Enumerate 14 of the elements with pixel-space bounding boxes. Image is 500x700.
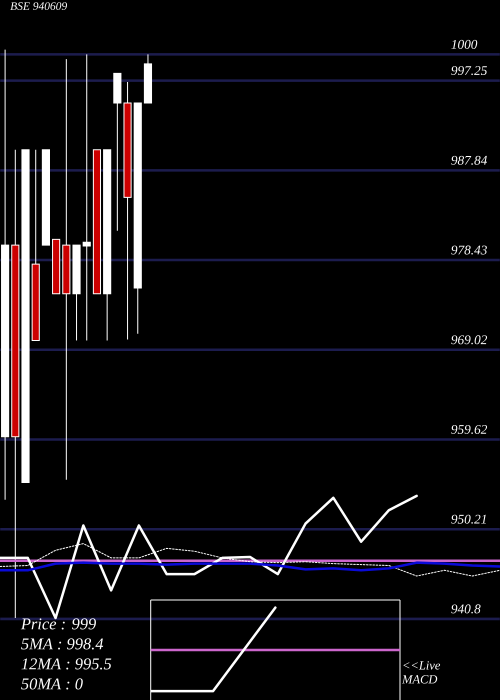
annotation: 12MA : 995.5 xyxy=(21,658,112,670)
y-tick-label: 978.43 xyxy=(451,246,487,255)
y-tick-label: 987.84 xyxy=(451,156,488,165)
annotation: 50MA : 0 xyxy=(21,678,83,690)
annotation: Price : 999 xyxy=(20,618,96,630)
y-tick-label: 969.02 xyxy=(451,335,488,344)
y-tick-label: 940.8 xyxy=(451,604,481,614)
annotation: <<Live MACD xyxy=(402,661,440,684)
chart-title: BSE 940609 xyxy=(10,2,67,10)
y-tick-label: 959.62 xyxy=(451,424,488,434)
y-tick-label: 997.25 xyxy=(451,66,487,76)
y-tick-label: 1000 xyxy=(451,40,478,49)
annotation: 5MA : 998.4 xyxy=(21,638,104,650)
y-tick-label: 950.21 xyxy=(451,514,486,524)
